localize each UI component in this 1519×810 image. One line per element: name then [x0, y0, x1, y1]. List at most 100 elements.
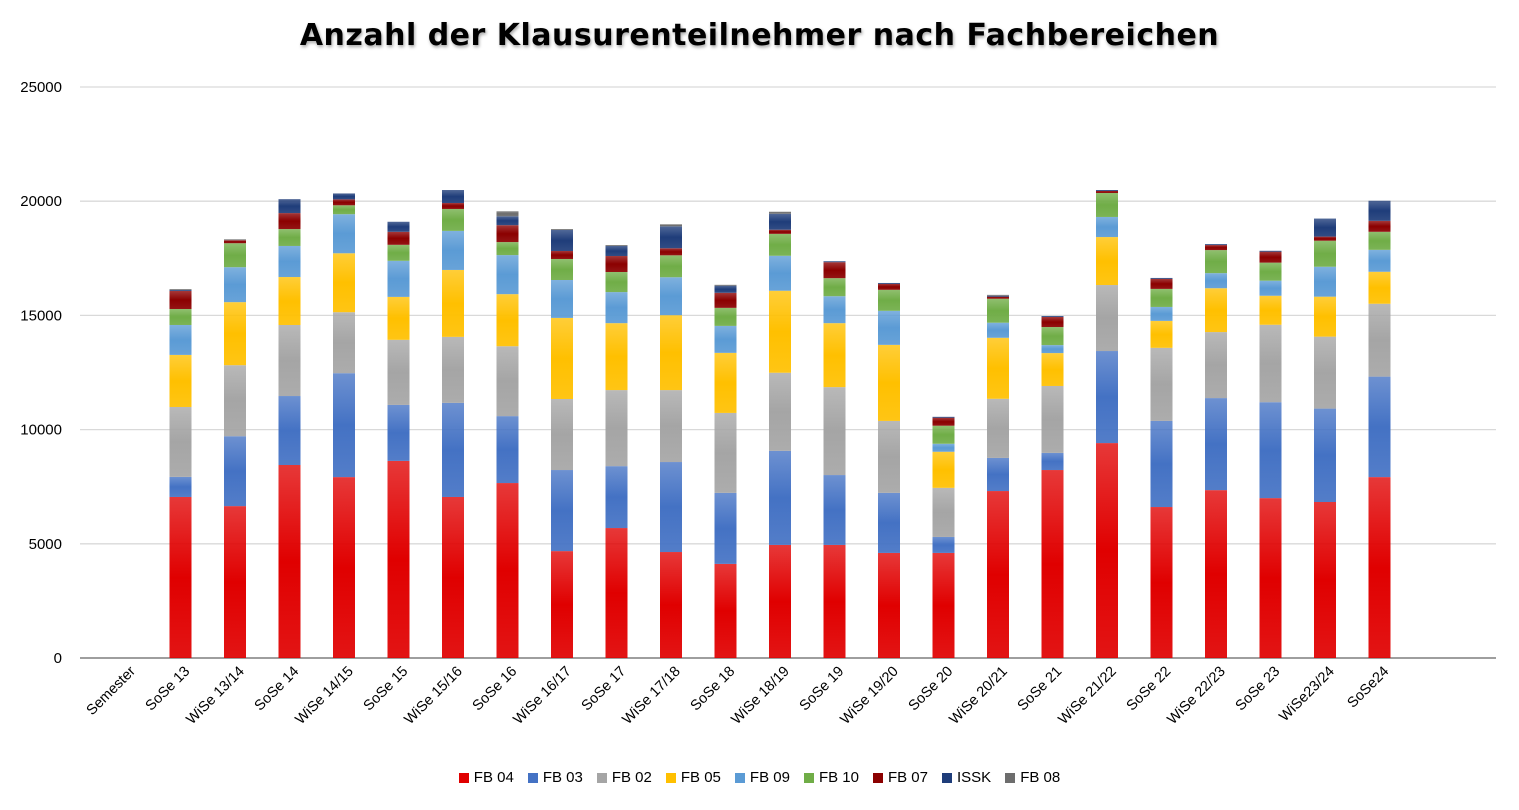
y-tick-label: 20000 — [20, 193, 62, 210]
bar-segment — [1368, 200, 1391, 221]
x-tick-label: WiSe 19/20 — [838, 664, 902, 728]
bar-segment — [660, 552, 682, 658]
bar-segment — [1096, 443, 1118, 658]
bar-segment — [1314, 236, 1336, 241]
bar-segment — [1314, 336, 1336, 409]
legend-swatch — [872, 772, 883, 783]
bars — [169, 190, 1391, 658]
bar-segment — [1368, 220, 1391, 232]
bar-segment — [932, 443, 955, 452]
bar-segment — [769, 450, 791, 545]
bar-segment — [823, 278, 846, 297]
x-tick-label: WiSe 18/19 — [729, 664, 793, 728]
bar-segment — [1041, 470, 1064, 658]
legend-swatch — [734, 772, 745, 783]
legend-swatch — [665, 772, 676, 783]
bar-segment — [442, 190, 464, 204]
bar-segment — [1205, 244, 1227, 246]
y-tick-label: 25000 — [20, 79, 62, 96]
bar-segment — [932, 451, 955, 488]
x-tick-label: SoSe24 — [1345, 664, 1393, 712]
legend-label: FB 10 — [818, 769, 859, 786]
bar-segment — [1041, 327, 1064, 346]
legend-item: FB 10 — [803, 769, 859, 786]
bar-segment — [878, 283, 900, 290]
bar-segment — [1205, 398, 1227, 491]
bar-segment — [823, 261, 846, 263]
bar-segment — [333, 193, 355, 200]
legend-label: FB 09 — [749, 769, 790, 786]
bar-segment — [224, 243, 246, 268]
x-tick-label: WiSe23/24 — [1276, 664, 1337, 725]
bar-segment — [714, 352, 737, 413]
bar-segment — [1205, 490, 1227, 658]
legend-swatch — [596, 772, 607, 783]
bar-segment — [442, 269, 464, 337]
x-tick-label: SoSe 23 — [1233, 664, 1284, 715]
bar-segment — [551, 258, 573, 280]
legend-item: ISSK — [942, 769, 991, 786]
legend-item: FB 02 — [596, 769, 652, 786]
bar-segment — [987, 296, 1009, 299]
bar-segment — [1259, 295, 1282, 325]
bar-segment — [551, 398, 573, 471]
bar-segment — [1368, 231, 1391, 250]
bar-segment — [387, 221, 410, 232]
y-axis: 0 5000 10000 15000 20000 25000 — [20, 79, 62, 667]
bar-segment — [987, 491, 1009, 658]
bar-segment — [1259, 402, 1282, 499]
bar-segment — [387, 231, 410, 245]
bar-segment — [605, 466, 628, 529]
bar-segment — [714, 285, 737, 293]
bar-segment — [442, 230, 464, 270]
bar-segment — [278, 245, 301, 278]
bar-segment — [769, 211, 791, 214]
bar-segment — [932, 417, 955, 426]
bar-segment — [333, 477, 355, 658]
bar-segment — [660, 390, 682, 463]
bar-segment — [987, 322, 1009, 338]
bar-segment — [1368, 249, 1391, 272]
bar-segment — [1096, 192, 1118, 217]
bar-segment — [1041, 316, 1064, 328]
bar-segment — [1150, 288, 1173, 307]
legend-item: FB 08 — [1005, 769, 1060, 786]
bar-segment — [1368, 477, 1391, 658]
legend-swatch — [803, 772, 814, 783]
x-tick-label: SoSe 13 — [143, 664, 194, 715]
bar-segment — [1096, 190, 1118, 191]
bar-segment — [660, 277, 682, 316]
bar-segment — [224, 436, 246, 507]
bar-segment — [769, 544, 791, 658]
bar-segment — [551, 229, 573, 251]
bar-segment — [442, 496, 464, 658]
bar-segment — [878, 289, 900, 311]
bar-segment — [1041, 452, 1064, 471]
bar-segment — [169, 289, 192, 291]
bar-segment — [169, 309, 192, 325]
bar-segment — [714, 563, 737, 658]
bar-segment — [1205, 273, 1227, 289]
chart-title: Anzahl der Klausurenteilnehmer nach Fach… — [299, 18, 1220, 53]
bar-segment — [1259, 250, 1282, 252]
bar-segment — [442, 203, 464, 209]
legend-label: ISSK — [957, 769, 992, 786]
bar-segment — [1368, 271, 1391, 304]
bar-segment — [605, 245, 628, 246]
x-tick-label: WiSe 17/18 — [620, 664, 684, 728]
bar-segment — [224, 240, 246, 244]
bar-segment — [1314, 408, 1336, 503]
legend-swatch — [527, 772, 538, 783]
bar-segment — [878, 310, 900, 345]
bar-segment — [1314, 240, 1336, 267]
bar-segment — [660, 226, 682, 249]
bar-segment — [1150, 278, 1173, 289]
bar-segment — [496, 416, 519, 484]
bar-segment — [605, 323, 628, 391]
bar-segment — [987, 295, 1009, 297]
bar-segment — [932, 552, 955, 658]
bar-segment — [823, 296, 846, 324]
bar-segment — [387, 296, 410, 340]
bar-segment — [660, 224, 682, 227]
bar-segment — [278, 229, 301, 246]
